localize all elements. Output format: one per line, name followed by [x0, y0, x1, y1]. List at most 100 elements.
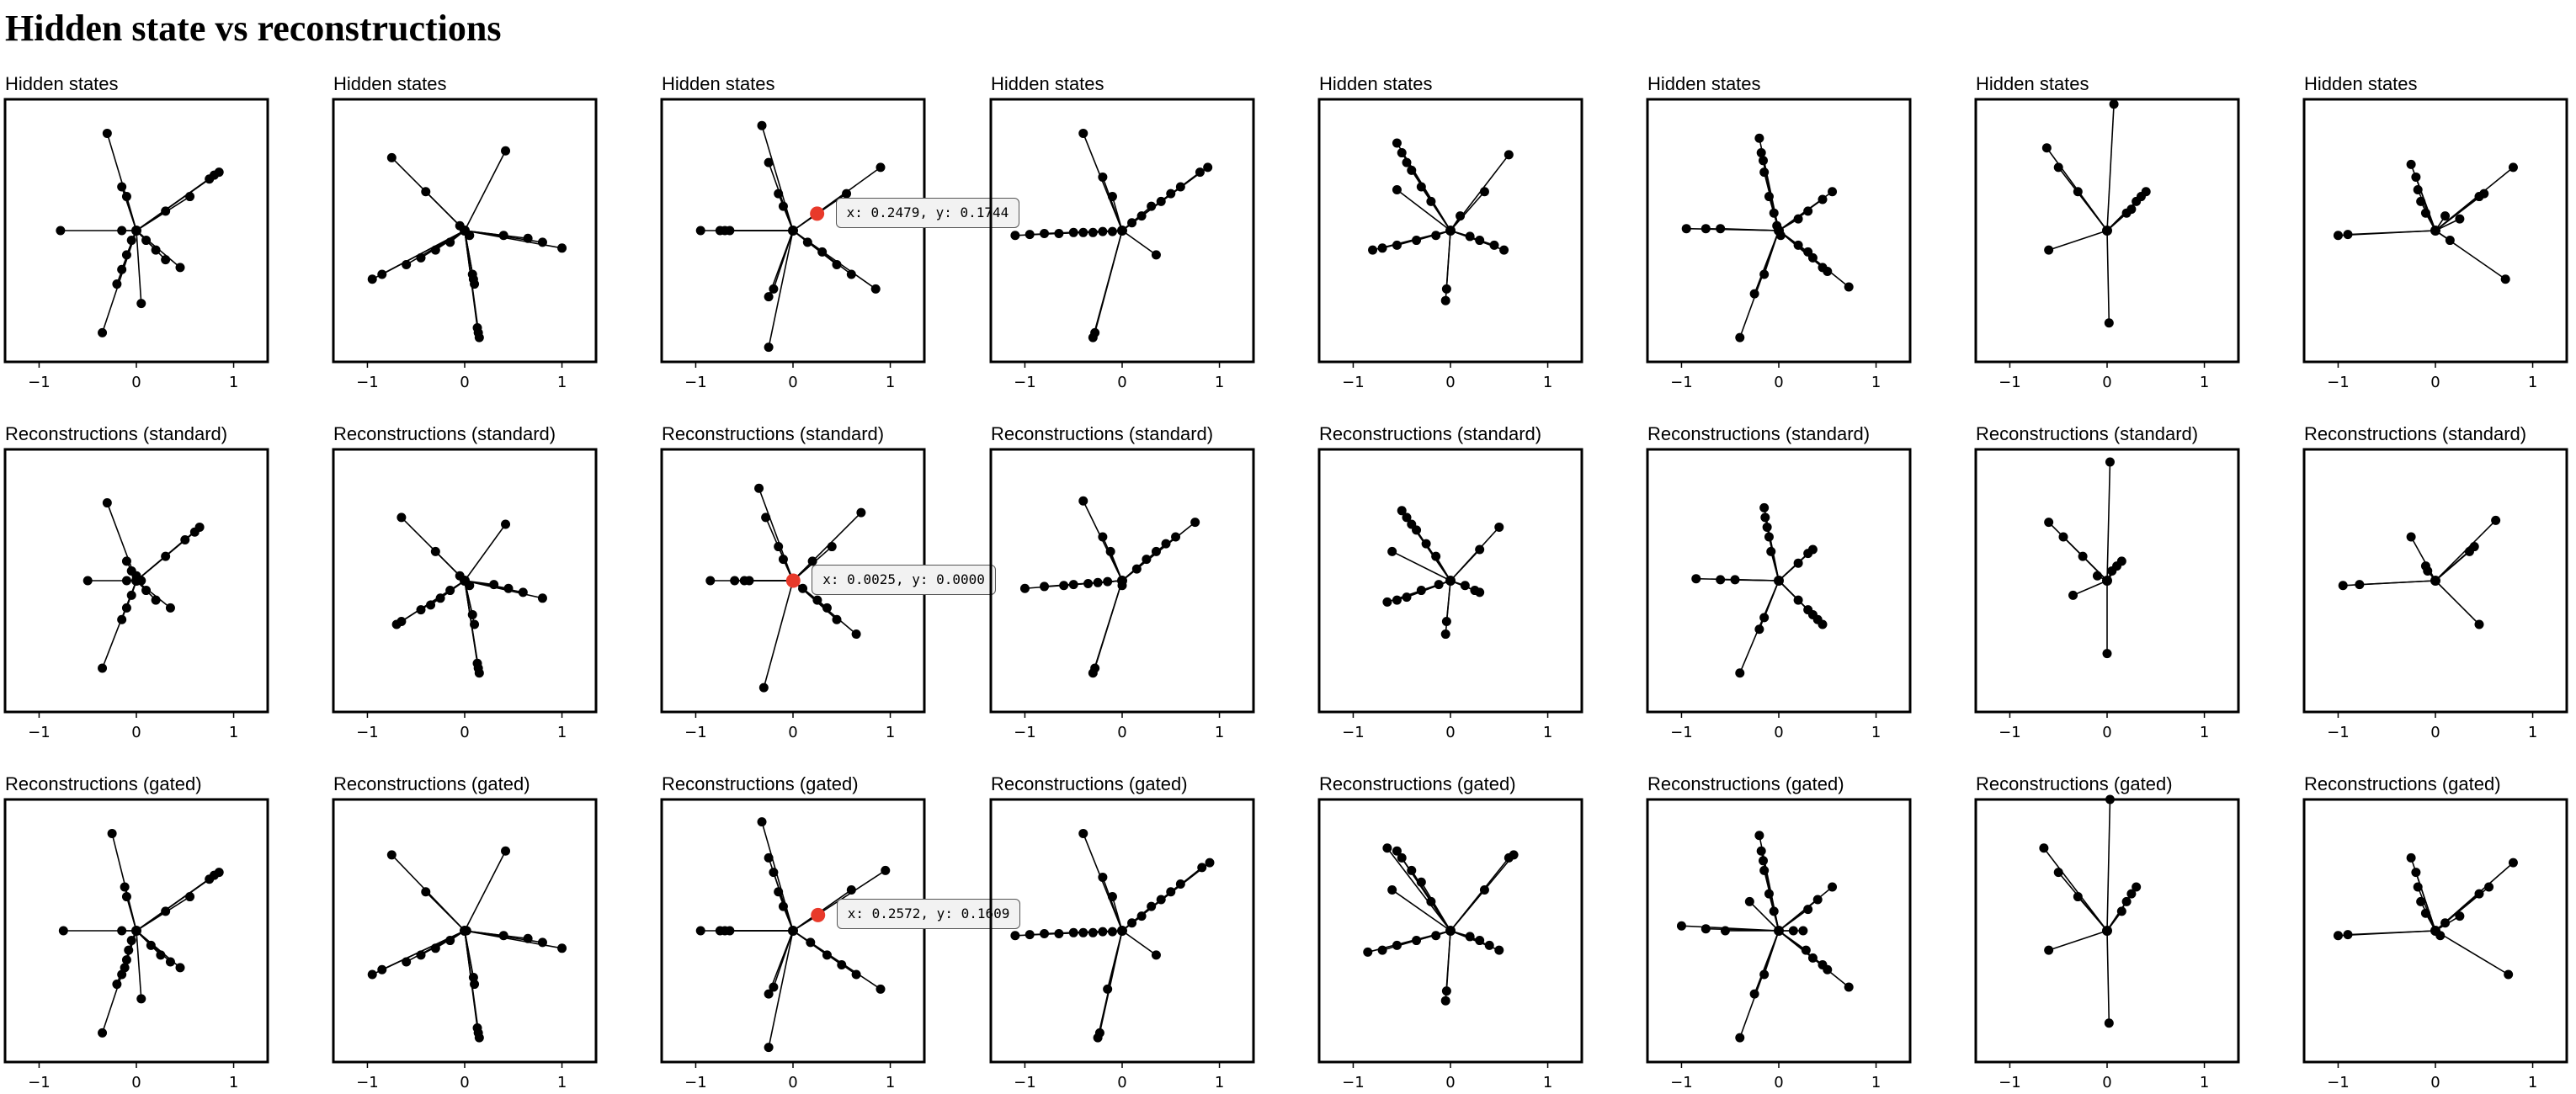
data-point [121, 603, 131, 613]
data-point [126, 936, 136, 946]
spoke-line [1445, 230, 1451, 289]
data-point [1754, 624, 1764, 635]
data-point [1844, 282, 1854, 292]
x-tick-label: 0 [1117, 374, 1126, 391]
data-point [764, 1043, 774, 1053]
spoke-line [1430, 900, 1451, 932]
origin-point [1445, 226, 1456, 236]
data-point [557, 243, 567, 253]
data-point [180, 534, 190, 544]
spoke-line [773, 930, 794, 988]
data-point [2440, 918, 2451, 928]
spoke-line [2435, 580, 2480, 625]
spoke-line [1445, 930, 1451, 991]
data-point [1788, 926, 1798, 936]
data-point [1681, 224, 1691, 234]
data-point [1475, 544, 1485, 555]
data-point [2484, 882, 2494, 892]
data-point [82, 576, 93, 586]
data-point [117, 614, 127, 624]
data-point [744, 576, 754, 586]
data-point [1171, 532, 1181, 542]
panel-title: Hidden states [1976, 73, 2089, 94]
data-point [1190, 518, 1200, 528]
data-point [421, 187, 431, 197]
origin-point [131, 576, 141, 586]
data-point [2132, 196, 2142, 206]
data-point [812, 595, 822, 605]
x-tick-label: 0 [1774, 374, 1783, 391]
spoke-line [425, 891, 466, 932]
data-point [2039, 843, 2049, 853]
data-point [1456, 211, 1466, 221]
data-point [1161, 539, 1171, 549]
x-tick-label: 1 [2528, 1074, 2537, 1091]
data-point [1484, 940, 1494, 950]
data-point [1127, 918, 1137, 928]
data-point [1735, 332, 1745, 343]
data-point [1759, 865, 1770, 875]
origin-point [2430, 576, 2440, 586]
point-tooltip: x: 0.2479, y: 0.1744 [835, 197, 1020, 228]
data-point [2058, 532, 2068, 542]
data-point [1759, 269, 1770, 279]
data-point [470, 619, 480, 629]
data-point [1460, 581, 1470, 591]
scatter-panel: Reconstructions (gated) −1 0 1 [1974, 774, 2304, 1094]
x-tick-label: 0 [460, 1074, 469, 1091]
data-point [1416, 586, 1426, 596]
data-point [1440, 996, 1450, 1006]
spoke-line [2435, 550, 2470, 582]
x-tick-label: −1 [1014, 1074, 1036, 1091]
data-point [1088, 927, 1098, 937]
data-point [1147, 901, 1157, 911]
data-point [2343, 930, 2353, 940]
data-point [1754, 831, 1764, 841]
data-point [136, 299, 146, 309]
data-point [1078, 128, 1088, 138]
data-point [2044, 245, 2054, 255]
data-point [705, 576, 716, 586]
x-tick-label: 1 [1543, 374, 1552, 391]
spoke-line [773, 230, 794, 289]
data-point [1368, 245, 1378, 255]
data-point [1363, 947, 1373, 957]
data-point [1762, 522, 1772, 532]
data-point [1793, 595, 1803, 605]
scatter-panel: Reconstructions (standard) −1 0 1 [1646, 424, 1976, 744]
x-tick-label: −1 [28, 374, 51, 391]
origin-point [131, 926, 141, 936]
data-point [1759, 167, 1770, 178]
data-point [498, 931, 508, 941]
panel-title: Reconstructions (standard) [662, 423, 885, 444]
data-point [1392, 595, 1402, 605]
page-title: Hidden state vs reconstructions [5, 8, 502, 49]
scatter-panel: Reconstructions (gated) −1 0 1 [3, 774, 333, 1094]
data-point [1151, 950, 1161, 960]
data-point [1759, 502, 1770, 512]
origin-point [788, 226, 798, 236]
scatter-panel: Hidden states −1 0 1 [2302, 74, 2576, 394]
plot-area: −1 0 1 [989, 448, 1255, 741]
x-tick-label: 1 [886, 724, 895, 741]
data-point [1426, 896, 1436, 906]
data-point [1759, 156, 1769, 166]
data-point [377, 964, 387, 975]
data-point [2073, 187, 2083, 197]
plot-area: −1 0 1 [660, 98, 926, 391]
data-point [161, 255, 171, 265]
spoke-line [2435, 195, 2480, 231]
data-point [2455, 214, 2465, 224]
data-point [1489, 240, 1499, 250]
data-point [1475, 236, 1485, 246]
panel-title: Hidden states [1319, 73, 1433, 94]
data-point [1098, 872, 1108, 882]
data-point [1798, 926, 1808, 936]
data-point [1392, 940, 1402, 950]
data-point [161, 906, 171, 916]
data-point [472, 658, 482, 668]
data-point [846, 884, 856, 895]
data-point [1010, 931, 1020, 941]
data-point [498, 231, 508, 241]
data-point [764, 989, 774, 999]
